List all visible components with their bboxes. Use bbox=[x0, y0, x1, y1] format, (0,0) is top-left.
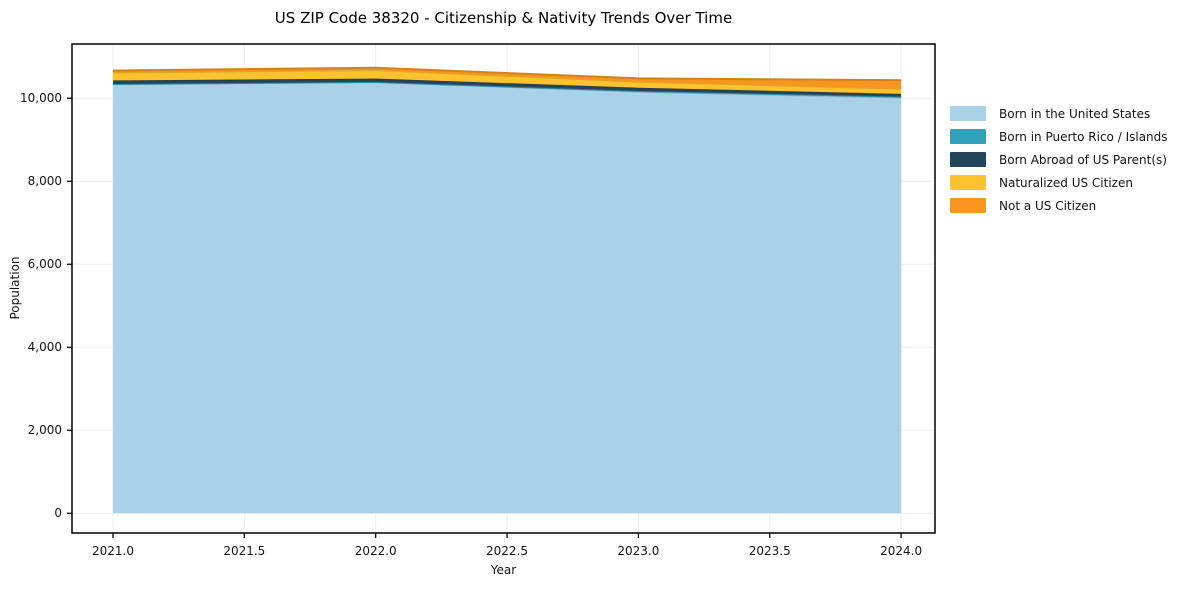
legend-item: Naturalized US Citizen bbox=[950, 171, 1168, 194]
x-axis-label: Year bbox=[490, 563, 517, 577]
y-tick-label: 6,000 bbox=[27, 257, 62, 272]
x-tick-label: 2021.0 bbox=[91, 544, 134, 558]
legend-swatch-icon bbox=[950, 175, 986, 190]
y-tick-label: 4,000 bbox=[27, 340, 62, 355]
area-born-abroad-of-us-parent-s bbox=[112, 78, 902, 97]
x-tick-label: 2021.5 bbox=[223, 544, 266, 558]
y-tick-label: 8,000 bbox=[27, 174, 62, 189]
legend-swatch-icon bbox=[950, 198, 986, 213]
legend-swatch-icon bbox=[950, 152, 986, 167]
legend-label: Born Abroad of US Parent(s) bbox=[999, 152, 1167, 167]
legend-swatch-icon bbox=[950, 129, 986, 144]
legend: Born in the United States Born in Puerto … bbox=[950, 102, 1168, 217]
legend-item: Born Abroad of US Parent(s) bbox=[950, 148, 1168, 171]
edge-not-a-us-citizen bbox=[112, 66, 902, 82]
legend-label: Born in Puerto Rico / Islands bbox=[999, 129, 1168, 144]
y-axis-label: Population bbox=[8, 256, 22, 320]
plot-border bbox=[71, 43, 936, 534]
x-tick-label: 2022.5 bbox=[486, 544, 529, 558]
legend-item: Born in the United States bbox=[950, 102, 1168, 125]
legend-label: Born in the United States bbox=[999, 106, 1151, 121]
x-tick-label: 2023.0 bbox=[617, 544, 660, 558]
x-tick-label: 2022.0 bbox=[354, 544, 397, 558]
x-tick-label: 2024.0 bbox=[880, 544, 923, 558]
y-tick-label: 0 bbox=[54, 506, 62, 521]
legend-swatch-icon bbox=[950, 106, 986, 121]
chart-title: US ZIP Code 38320 - Citizenship & Nativi… bbox=[274, 9, 733, 27]
legend-item: Born in Puerto Rico / Islands bbox=[950, 125, 1168, 148]
legend-label: Not a US Citizen bbox=[999, 198, 1097, 213]
y-tick-label: 10,000 bbox=[20, 91, 62, 106]
legend-item: Not a US Citizen bbox=[950, 194, 1168, 217]
area-naturalized-us-citizen bbox=[112, 70, 902, 94]
y-tick-label: 2,000 bbox=[27, 423, 62, 438]
legend-label: Naturalized US Citizen bbox=[999, 175, 1133, 190]
area-born-in-the-united-states bbox=[112, 82, 902, 514]
x-tick-label: 2023.5 bbox=[748, 544, 791, 558]
